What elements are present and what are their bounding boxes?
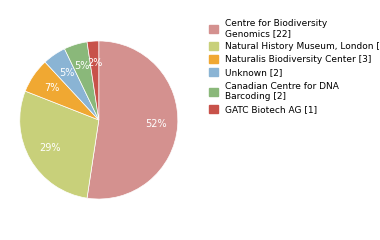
Wedge shape — [87, 41, 99, 120]
Wedge shape — [45, 49, 99, 120]
Text: 5%: 5% — [74, 61, 90, 71]
Text: 5%: 5% — [59, 68, 74, 78]
Text: 2%: 2% — [87, 58, 102, 68]
Wedge shape — [65, 42, 99, 120]
Text: 29%: 29% — [39, 144, 60, 153]
Wedge shape — [87, 41, 178, 199]
Legend: Centre for Biodiversity
Genomics [22], Natural History Museum, London [12], Natu: Centre for Biodiversity Genomics [22], N… — [206, 16, 380, 117]
Wedge shape — [20, 91, 99, 198]
Text: 52%: 52% — [145, 119, 166, 129]
Wedge shape — [25, 62, 99, 120]
Text: 7%: 7% — [44, 83, 59, 93]
